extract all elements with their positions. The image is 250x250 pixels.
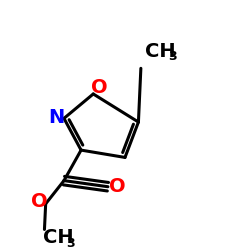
Text: O: O: [109, 177, 126, 196]
Text: CH: CH: [43, 228, 74, 248]
Text: 3: 3: [66, 237, 75, 250]
Text: N: N: [48, 108, 65, 127]
Text: O: O: [30, 192, 47, 211]
Text: CH: CH: [144, 42, 175, 61]
Text: 3: 3: [168, 50, 176, 63]
Text: O: O: [91, 78, 108, 97]
